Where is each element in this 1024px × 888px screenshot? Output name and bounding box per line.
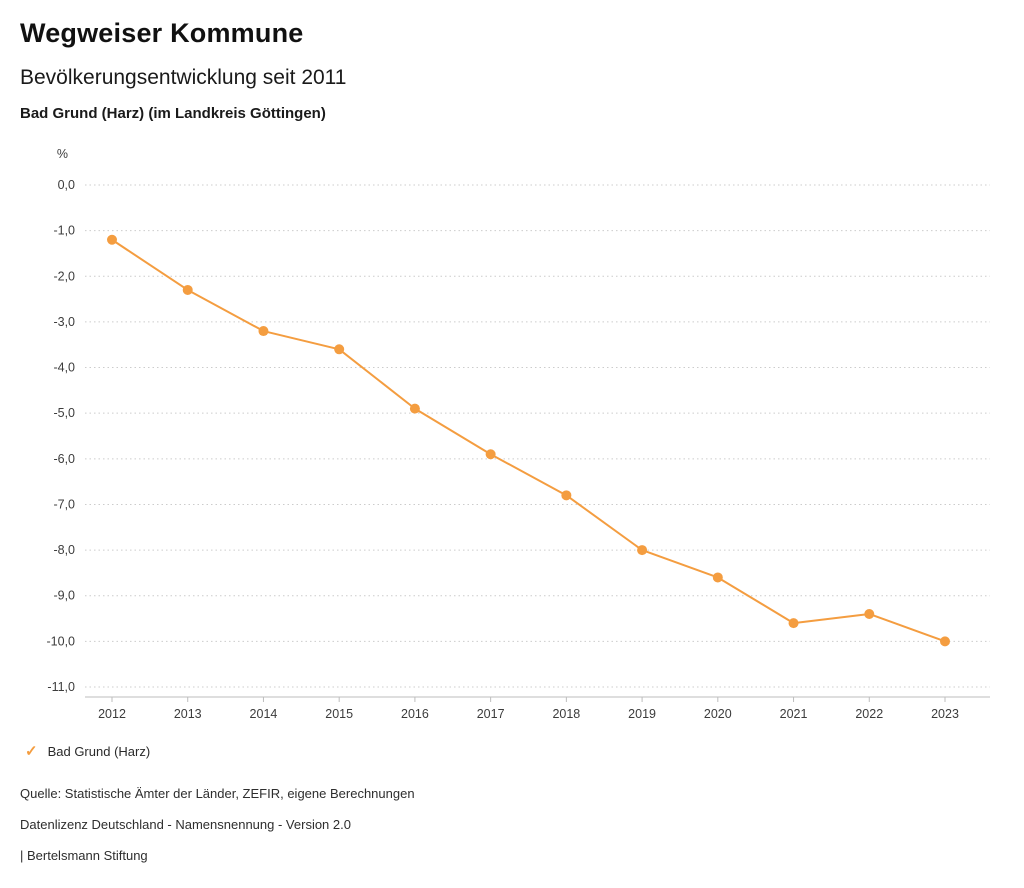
- y-tick-label: -1,0: [53, 224, 75, 238]
- data-point[interactable]: [182, 284, 193, 295]
- x-tick-label: 2021: [780, 707, 808, 721]
- data-point[interactable]: [788, 618, 799, 629]
- y-tick-label: -2,0: [53, 269, 75, 283]
- x-tick-label: 2016: [401, 707, 429, 721]
- data-point[interactable]: [940, 636, 950, 647]
- data-point[interactable]: [107, 234, 117, 245]
- x-tick-label: 2013: [174, 707, 202, 721]
- source-note: Quelle: Statistische Ämter der Länder, Z…: [20, 786, 415, 801]
- y-tick-label: -6,0: [53, 452, 75, 466]
- data-point[interactable]: [258, 326, 269, 337]
- population-line-chart: % 0,0 -1,0 -2,0 -3,0 -4,0 -5,0 -6,0 -7,0 -8,0 -9,0…: [0, 140, 1024, 740]
- chart-subtitle: Bevölkerungsentwicklung seit 2011: [20, 66, 347, 89]
- x-tick-label: 2020: [704, 707, 732, 721]
- y-tick-label: -5,0: [53, 406, 75, 420]
- x-tick-label: 2017: [477, 707, 505, 721]
- data-point[interactable]: [409, 403, 420, 414]
- y-tick-label: -9,0: [53, 589, 75, 603]
- x-tick-label: 2018: [552, 707, 580, 721]
- x-tick-label: 2019: [628, 707, 656, 721]
- chart-location: Bad Grund (Harz) (im Landkreis Göttingen…: [20, 105, 326, 122]
- y-tick-label: -3,0: [53, 315, 75, 329]
- trend-line: [111, 238, 946, 643]
- x-tick-label: 2023: [931, 707, 959, 721]
- license-note: Datenlizenz Deutschland - Namensnennung …: [20, 817, 351, 832]
- data-point[interactable]: [561, 490, 572, 501]
- x-tick-label: 2022: [855, 707, 883, 721]
- y-tick-label: -11,0: [47, 680, 75, 694]
- page-title: Wegweiser Kommune: [20, 18, 304, 48]
- data-point[interactable]: [485, 449, 496, 460]
- data-point[interactable]: [864, 608, 875, 619]
- x-tick-label: 2014: [250, 707, 278, 721]
- y-axis-unit-label: %: [57, 147, 68, 161]
- data-point[interactable]: [637, 545, 648, 556]
- y-tick-label: -4,0: [53, 361, 75, 375]
- data-point[interactable]: [712, 572, 723, 583]
- legend-check-icon: ✓: [25, 743, 38, 760]
- y-tick-label: -8,0: [53, 543, 75, 557]
- chart-svg: % 0,0 -1,0 -2,0 -3,0 -4,0 -5,0 -6,0 -7,0 -8,0 -9,0…: [47, 147, 990, 721]
- y-tick-label: 0,0: [58, 178, 75, 192]
- x-tick-label: 2015: [325, 707, 353, 721]
- legend-item-bad-grund[interactable]: ✓ Bad Grund (Harz): [25, 744, 150, 759]
- y-tick-label: -7,0: [53, 497, 75, 511]
- legend-label: Bad Grund (Harz): [47, 744, 151, 759]
- y-tick-label: -10,0: [47, 634, 76, 648]
- publisher-note: | Bertelsmann Stiftung: [20, 848, 148, 863]
- x-tick-label: 2012: [98, 707, 126, 721]
- data-point[interactable]: [334, 344, 345, 355]
